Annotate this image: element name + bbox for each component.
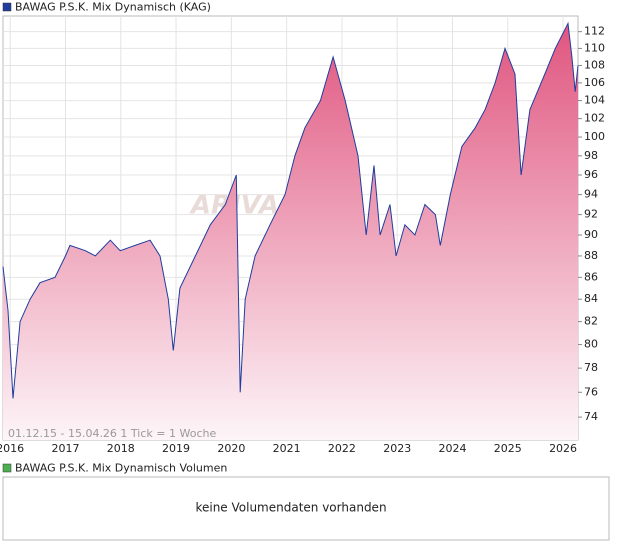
y-tick-label: 110 [584, 41, 605, 54]
x-tick-label: 2024 [438, 442, 466, 455]
y-tick-label: 106 [584, 76, 605, 89]
y-tick-label: 74 [584, 410, 598, 423]
y-tick-label: 76 [584, 385, 598, 398]
x-tick-label: 2021 [273, 442, 301, 455]
y-tick-label: 108 [584, 58, 605, 71]
y-tick-label: 88 [584, 249, 598, 262]
volume-panel [2, 476, 610, 541]
y-tick-label: 102 [584, 112, 605, 125]
y-tick-label: 98 [584, 149, 598, 162]
area [3, 23, 578, 441]
y-tick-label: 92 [584, 208, 598, 221]
line [2, 21, 579, 399]
x-tick-label: 2017 [51, 442, 79, 455]
y-tick-label: 80 [584, 338, 598, 351]
x-tick-label: 2019 [162, 442, 190, 455]
y-tick-label: 78 [584, 361, 598, 374]
x-tick-label: 2025 [494, 442, 522, 455]
legend-swatch [2, 2, 12, 12]
chart-title: BAWAG P.S.K. Mix Dynamisch (KAG) [15, 1, 211, 14]
y-tick-label: 112 [584, 25, 605, 38]
volume-message: keine Volumendaten vorhanden [195, 501, 386, 515]
x-tick-label: 2022 [328, 442, 356, 455]
x-tick-label: 2018 [107, 442, 135, 455]
x-tick-label: 2023 [383, 442, 411, 455]
y-tick-label: 86 [584, 270, 598, 283]
y-tick-label: 104 [584, 94, 605, 107]
legend-swatch [2, 463, 12, 473]
x-tick-label: 2020 [217, 442, 245, 455]
y-tick-label: 100 [584, 130, 605, 143]
volume-title: BAWAG P.S.K. Mix Dynamisch Volumen [15, 462, 227, 475]
footnote: 01.12.15 - 15.04.26 1 Tick = 1 Woche [8, 427, 216, 440]
y-tick-label: 84 [584, 292, 598, 305]
y-tick-label: 82 [584, 315, 598, 328]
y-tick-label: 90 [584, 228, 598, 241]
y-tick-label: 96 [584, 168, 598, 181]
x-tick-label: 2026 [549, 442, 577, 455]
y-tick-label: 94 [584, 188, 598, 201]
